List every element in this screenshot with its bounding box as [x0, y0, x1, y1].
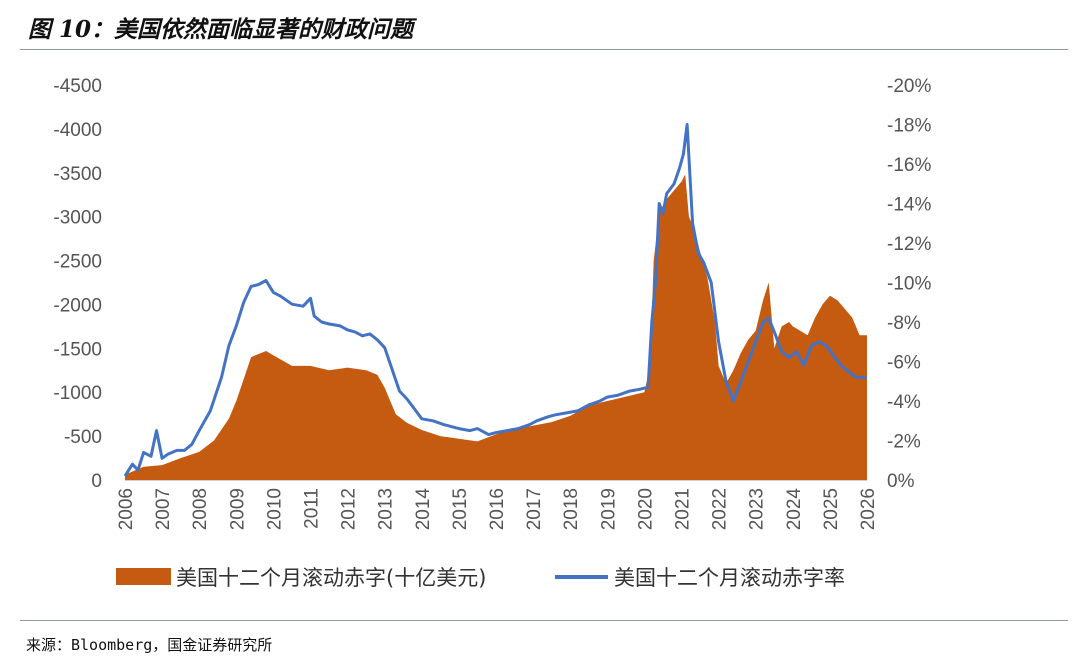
- left-axis-tick-label: -3000: [53, 208, 102, 229]
- x-axis-tick-label: 2022: [710, 488, 731, 530]
- left-axis-tick-label: -4500: [53, 76, 102, 97]
- right-axis-tick-label: -16%: [887, 155, 931, 176]
- left-axis-tick-label: -2500: [53, 252, 102, 273]
- x-axis-tick-label: 2014: [413, 488, 434, 531]
- right-axis-tick-label: -2%: [887, 432, 921, 453]
- right-axis-tick-label: 0%: [887, 471, 915, 492]
- figure-title: 图 10：美国依然面临显著的财政问题: [28, 16, 414, 43]
- left-axis-tick-label: -500: [64, 427, 102, 448]
- x-axis-tick-label: 2016: [487, 488, 508, 530]
- left-axis-tick-label: -2000: [53, 295, 102, 316]
- right-axis-tick-label: -4%: [887, 392, 921, 413]
- x-axis-tick-label: 2019: [598, 488, 619, 530]
- chart-legend: 美国十二个月滚动赤字(十亿美元) 美国十二个月滚动赤字率: [116, 566, 845, 590]
- deficit-ratio-line-series: [123, 123, 867, 477]
- left-axis-tick-label: -1000: [53, 383, 102, 404]
- left-axis-tick-label: -3500: [53, 164, 102, 185]
- legend-line-label: 美国十二个月滚动赤字率: [614, 566, 845, 590]
- source-rule: [20, 620, 1068, 621]
- x-axis-tick-label: 2007: [153, 488, 174, 530]
- right-axis-tick-labels: 0% -2% -4% -6% -8% -10% -12% -14% -16% -18% -20%: [887, 76, 931, 492]
- deficit-chart: 0 -500 -1000 -1500 -2000 -2500 -3000 -3500 -4000…: [53, 76, 931, 590]
- x-axis-tick-label: 2020: [635, 488, 656, 530]
- legend-area-swatch: [116, 568, 171, 585]
- left-axis-tick-label: 0: [91, 471, 102, 492]
- x-axis-tick-label: 2011: [302, 488, 323, 529]
- legend-area-label: 美国十二个月滚动赤字(十亿美元): [176, 566, 486, 590]
- x-axis-tick-label: 2008: [190, 488, 211, 530]
- x-axis-tick-label: 2010: [264, 488, 285, 530]
- right-axis-tick-label: -10%: [887, 274, 931, 295]
- x-axis-tick-label: 2009: [227, 488, 248, 530]
- right-axis-tick-label: -12%: [887, 234, 931, 255]
- deficit-area-series: [125, 174, 867, 480]
- x-axis-tick-label: 2024: [784, 488, 805, 531]
- right-axis-tick-label: -14%: [887, 195, 931, 216]
- left-axis-tick-label: -1500: [53, 339, 102, 360]
- x-axis-tick-label: 2025: [821, 488, 842, 530]
- x-axis-tick-label: 2013: [376, 488, 397, 530]
- title-rule: [20, 49, 1068, 50]
- x-axis-tick-labels: 2006 2007 2008 2009 2010 2011 2012 2013 2014 2015…: [116, 488, 879, 531]
- left-axis-tick-labels: 0 -500 -1000 -1500 -2000 -2500 -3000 -3500 -4000…: [53, 76, 102, 492]
- right-axis-tick-label: -6%: [887, 353, 921, 374]
- x-axis-tick-label: 2012: [339, 488, 360, 530]
- x-axis-tick-label: 2015: [450, 488, 471, 530]
- x-axis-tick-label: 2006: [116, 488, 137, 530]
- source-note: 来源：Bloomberg，国金证券研究所: [26, 636, 273, 654]
- right-axis-tick-label: -8%: [887, 313, 921, 334]
- left-axis-tick-label: -4000: [53, 120, 102, 141]
- x-axis-tick-label: 2017: [524, 488, 545, 530]
- x-axis-tick-label: 2021: [673, 488, 694, 530]
- x-axis-tick-label: 2026: [858, 488, 879, 530]
- x-axis-tick-label: 2023: [747, 488, 768, 530]
- right-axis-tick-label: -18%: [887, 116, 931, 137]
- right-axis-tick-label: -20%: [887, 76, 931, 97]
- x-axis-tick-label: 2018: [561, 488, 582, 530]
